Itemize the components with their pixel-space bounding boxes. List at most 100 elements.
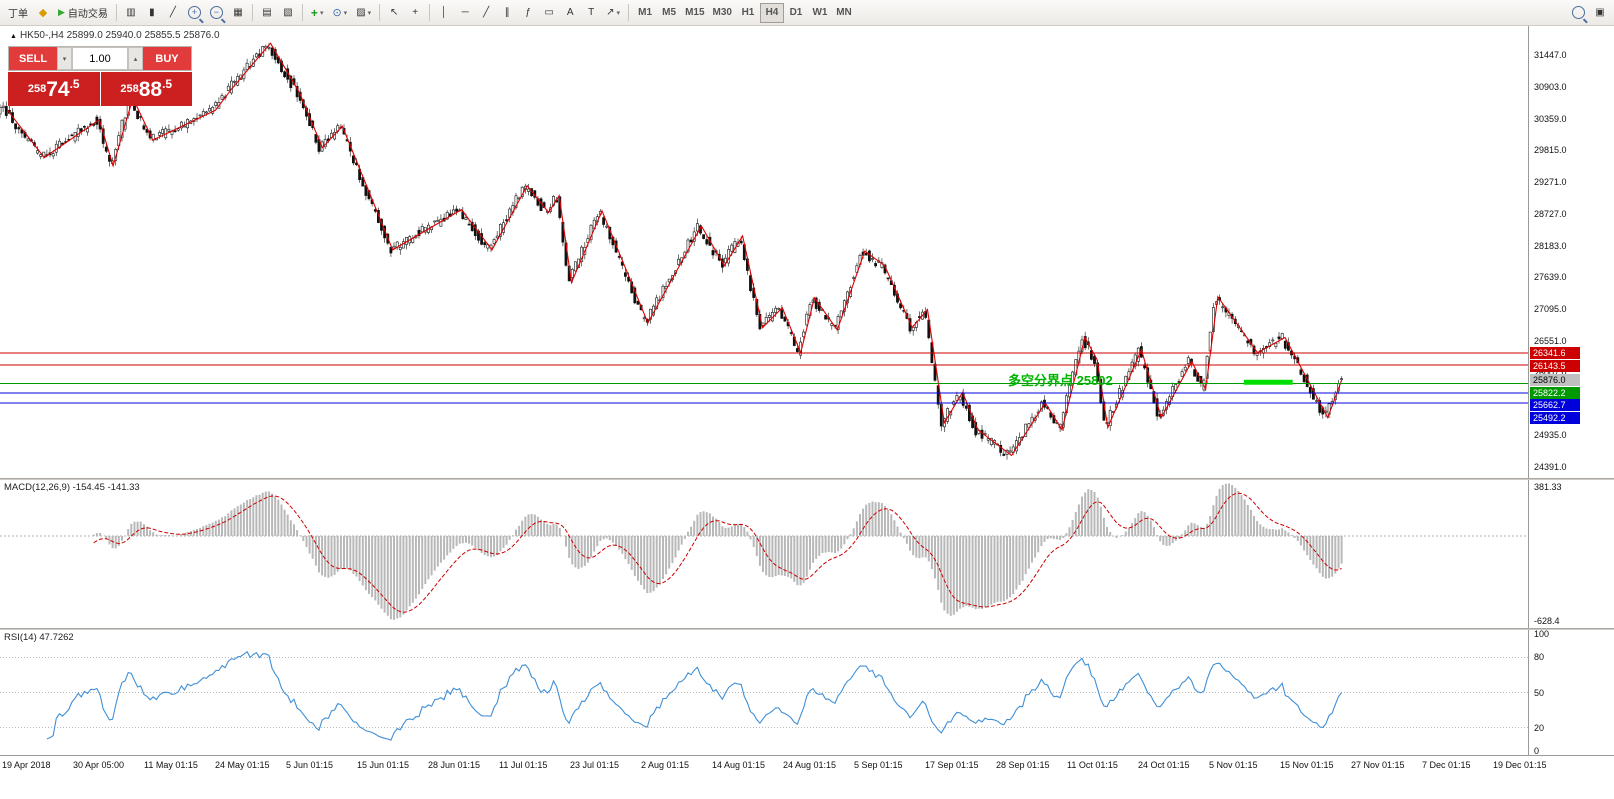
time-axis-label: 15 Jun 01:15 xyxy=(357,760,410,770)
label-tool-button[interactable]: T xyxy=(581,3,601,23)
channel-icon: ∥ xyxy=(504,7,510,18)
zoom-out-button[interactable]: − xyxy=(206,3,227,23)
sell-button[interactable]: SELL xyxy=(9,47,57,70)
candlestick-chart-icon: ▮ xyxy=(149,7,155,18)
timeframe-d1-button[interactable]: D1 xyxy=(784,3,808,23)
time-axis-label: 19 Dec 01:15 xyxy=(1493,760,1547,770)
buy-price-display[interactable]: 258 88.5 xyxy=(100,72,192,106)
line-chart-button[interactable]: ╱ xyxy=(163,3,183,23)
chevron-down-icon: ▾ xyxy=(616,9,621,17)
timeframe-m1-button[interactable]: M1 xyxy=(633,3,657,23)
price-axis-label: 24391.0 xyxy=(1534,462,1567,473)
candlestick-chart-button[interactable]: ▮ xyxy=(142,3,162,23)
collapse-icon[interactable]: ▲ xyxy=(10,33,17,40)
cascade-windows-button[interactable]: ▧ xyxy=(278,3,298,23)
timeframe-m30-button[interactable]: M30 xyxy=(709,3,736,23)
candlestick-chart[interactable] xyxy=(0,26,1528,478)
text-tool-button[interactable]: A xyxy=(560,3,580,23)
volume-up-button[interactable]: ▴ xyxy=(128,47,143,70)
shapes-icon: ▭ xyxy=(544,7,554,18)
macd-axis-label: 381.33 xyxy=(1534,482,1562,492)
time-axis-label: 11 Oct 01:15 xyxy=(1067,760,1118,770)
autotrade-label: 自动交易 xyxy=(67,9,108,20)
trendline-button[interactable]: ╱ xyxy=(476,3,496,23)
macd-panel[interactable]: 381.33 -628.4 MACD(12,26,9) -154.45 -141.… xyxy=(0,480,1614,628)
time-axis-label: 15 Nov 01:15 xyxy=(1280,760,1334,770)
ohlc-title-text: HK50-,H4 25899.0 25940.0 25855.5 25876.0 xyxy=(19,30,220,41)
price-axis[interactable]: 31447.0 30903.0 30359.0 29815.0 29271.0 28727… xyxy=(1528,26,1614,478)
rsi-axis-label: 20 xyxy=(1534,722,1545,733)
volume-down-button[interactable]: ▾ xyxy=(57,47,72,70)
price-axis-label: 29271.0 xyxy=(1534,177,1567,188)
price-axis-label: 30359.0 xyxy=(1534,113,1567,124)
timeframe-h1-button[interactable]: H1 xyxy=(736,3,760,23)
template-icon: ▨ xyxy=(356,7,366,18)
zoom-out-icon: − xyxy=(209,6,223,19)
sell-price-big: 74 xyxy=(46,77,70,101)
fibonacci-icon: ƒ xyxy=(525,7,531,18)
add-indicator-button[interactable]: + ▾ xyxy=(307,3,328,23)
time-axis[interactable]: 19 Apr 2018 30 Apr 05:00 11 May 01:15 24 Ma… xyxy=(0,755,1614,776)
market-panel-button[interactable]: ▣ xyxy=(1590,3,1610,23)
time-axis-label: 5 Jun 01:15 xyxy=(286,760,334,770)
time-axis-label: 23 Jul 01:15 xyxy=(570,760,620,770)
price-axis-label: 31447.0 xyxy=(1534,50,1567,61)
arrange-windows-button[interactable]: ▤ xyxy=(257,3,277,23)
time-axis-label: 19 Apr 2018 xyxy=(2,760,51,770)
shapes-button[interactable]: ▭ xyxy=(539,3,559,23)
price-axis-label: 27095.0 xyxy=(1534,304,1567,315)
arrows-tool-button[interactable]: ↗ ▾ xyxy=(602,3,624,23)
templates-button[interactable]: ▨ ▾ xyxy=(352,3,375,23)
rsi-panel[interactable]: 100 80 50 20 0 RSI(14) 47.7262 xyxy=(0,629,1614,756)
buy-price-prefix: 258 xyxy=(120,83,139,95)
time-axis-label: 5 Sep 01:15 xyxy=(854,760,903,770)
time-axis-label: 24 May 01:15 xyxy=(215,760,270,770)
tile-windows-button[interactable]: ▦ xyxy=(228,3,248,23)
chevron-down-icon: ▾ xyxy=(367,9,372,17)
time-axis-label: 24 Oct 01:15 xyxy=(1138,760,1190,770)
toolbar-separator xyxy=(429,4,431,21)
macd-axis[interactable]: 381.33 -628.4 xyxy=(1528,480,1614,628)
rsi-chart[interactable] xyxy=(0,630,1528,755)
timeframe-m15-button[interactable]: M15 xyxy=(681,3,708,23)
price-axis-label: 26551.0 xyxy=(1534,335,1567,346)
timeframe-m5-button[interactable]: M5 xyxy=(657,3,681,23)
gold-symbol-button[interactable]: ◆ xyxy=(33,3,53,23)
chart-title: ▲ HK50-,H4 25899.0 25940.0 25855.5 25876.… xyxy=(10,30,220,41)
chart-annotation: 多空分界点 25802 xyxy=(1008,373,1113,388)
autotrade-button[interactable]: ▶ 自动交易 xyxy=(54,3,112,23)
timeframe-h4-button[interactable]: H4 xyxy=(759,2,784,23)
zoom-in-button[interactable]: + xyxy=(184,3,205,23)
buy-button[interactable]: BUY xyxy=(143,47,191,70)
periods-button[interactable]: ⊙ ▾ xyxy=(328,3,351,23)
horizontal-line-button[interactable]: ─ xyxy=(455,3,475,23)
price-axis-label: 24935.0 xyxy=(1534,430,1567,441)
fibonacci-button[interactable]: ƒ xyxy=(518,3,538,23)
panel-separator[interactable] xyxy=(0,628,1614,631)
panel-separator[interactable] xyxy=(0,478,1614,481)
arrows-tool-icon: ↗ xyxy=(606,7,615,18)
time-axis-label: 11 Jul 01:15 xyxy=(499,760,548,770)
tile-windows-icon: ▦ xyxy=(233,7,243,18)
rsi-label: RSI(14) 47.7262 xyxy=(4,632,74,643)
new-order-button[interactable]: 丁单 xyxy=(4,3,32,23)
main-chart-panel[interactable]: 31447.0 30903.0 30359.0 29815.0 29271.0 28727… xyxy=(0,26,1614,478)
channel-button[interactable]: ∥ xyxy=(497,3,517,23)
rsi-axis[interactable]: 100 80 50 20 0 xyxy=(1528,629,1614,756)
crosshair-icon: + xyxy=(412,7,419,18)
sell-price-display[interactable]: 258 74.5 xyxy=(8,72,100,106)
cursor-button[interactable]: ↖ xyxy=(384,3,404,23)
timeframe-w1-button[interactable]: W1 xyxy=(808,3,832,23)
crosshair-button[interactable]: + xyxy=(405,3,425,23)
search-button[interactable] xyxy=(1568,3,1589,23)
price-tag: 26341.6 xyxy=(1530,347,1580,360)
macd-chart[interactable] xyxy=(0,480,1528,628)
bar-chart-button[interactable]: ▥ xyxy=(121,3,141,23)
zoom-in-icon: + xyxy=(187,6,201,19)
toolbar-separator xyxy=(301,4,303,21)
vertical-line-button[interactable]: │ xyxy=(434,3,454,23)
volume-input[interactable] xyxy=(72,47,128,70)
time-axis-label: 2 Aug 01:15 xyxy=(641,760,690,770)
timeframe-mn-button[interactable]: MN xyxy=(832,3,856,23)
